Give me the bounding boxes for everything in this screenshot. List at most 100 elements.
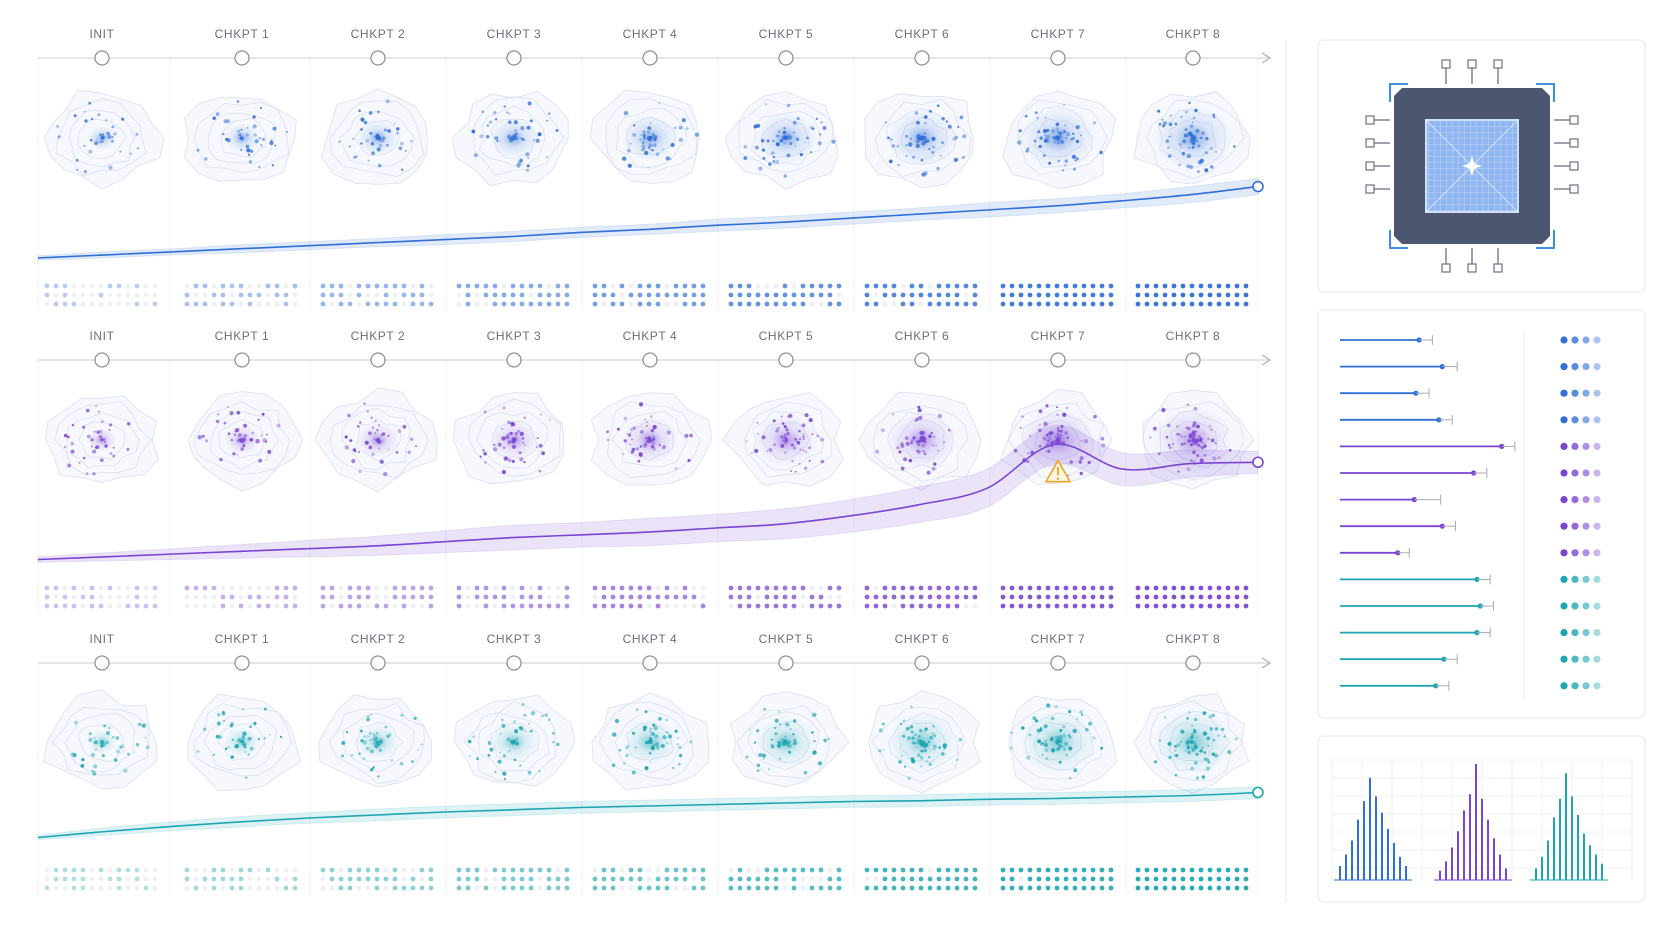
activation-dot [329, 292, 335, 298]
embedding-point [527, 770, 532, 775]
checkpoint-marker[interactable] [778, 352, 794, 368]
embedding-point [363, 402, 366, 405]
checkpoint-marker[interactable] [778, 655, 794, 671]
checkpoint-label: INIT [89, 632, 114, 646]
checkpoint-marker[interactable] [506, 352, 522, 368]
embedding-point [499, 732, 502, 735]
embedding-point [258, 136, 262, 140]
embedding-point [614, 718, 620, 724]
embedding-point [802, 449, 805, 452]
activation-dot [89, 585, 95, 591]
activation-dot [972, 867, 978, 873]
checkpoint-marker[interactable] [370, 352, 386, 368]
activation-dot [1162, 876, 1168, 882]
embedding-point [648, 438, 652, 442]
activation-dot [44, 594, 50, 600]
embedding-point [352, 137, 355, 140]
checkpoint-marker[interactable] [1185, 352, 1201, 368]
embedding-point [374, 431, 377, 435]
activation-dot [53, 603, 59, 609]
embedding-point [1065, 753, 1069, 757]
activation-dot [53, 585, 59, 591]
embedding-point [366, 410, 369, 413]
activation-dot [1234, 885, 1240, 891]
embedding-point [1202, 731, 1208, 736]
embedding-point [915, 143, 920, 148]
warning-icon[interactable] [1045, 459, 1071, 483]
rank-dot [1593, 416, 1601, 424]
embedding-point [1185, 426, 1188, 429]
checkpoint-marker[interactable] [234, 50, 250, 66]
checkpoint-marker[interactable] [1050, 352, 1066, 368]
activation-dot [519, 283, 525, 289]
activation-dot [1000, 283, 1006, 289]
checkpoint-marker[interactable] [642, 352, 658, 368]
embedding-point [376, 439, 381, 443]
activation-dot [1189, 876, 1195, 882]
checkpoint-marker[interactable] [370, 50, 386, 66]
embedding-point [643, 136, 646, 139]
embedding-point [111, 125, 115, 129]
activation-dot [918, 594, 924, 600]
embedding-point [410, 139, 413, 143]
checkpoint-marker[interactable] [370, 655, 386, 671]
embedding-point [1159, 739, 1162, 742]
checkpoint-marker[interactable] [642, 50, 658, 66]
activation-dot [247, 585, 253, 591]
embedding-point [658, 716, 662, 721]
embedding-point [805, 450, 808, 453]
activation-dot [564, 283, 570, 289]
checkpoint-marker[interactable] [914, 352, 930, 368]
embedding-point [780, 443, 785, 448]
metric-endpoint[interactable] [1252, 180, 1264, 193]
embedding-point [521, 437, 525, 440]
activation-dot [474, 603, 480, 609]
checkpoint-marker[interactable] [642, 655, 658, 671]
checkpoint-marker[interactable] [94, 352, 110, 368]
embedding-point [230, 755, 234, 759]
checkpoint-marker[interactable] [506, 50, 522, 66]
checkpoint-marker[interactable] [94, 50, 110, 66]
embedding-point [917, 136, 922, 141]
embedding-point [1054, 705, 1058, 709]
checkpoint-marker[interactable] [1050, 50, 1066, 66]
embedding-point [387, 129, 391, 133]
checkpoint-marker[interactable] [234, 655, 250, 671]
embedding-point [781, 738, 785, 742]
activation-dot [229, 876, 235, 882]
embedding-point [353, 155, 357, 159]
checkpoint-marker[interactable] [1050, 655, 1066, 671]
embedding-point [286, 130, 288, 133]
activation-dot [492, 885, 498, 891]
activation-dot [1207, 603, 1213, 609]
activation-dot [963, 283, 969, 289]
activation-dot [338, 885, 344, 891]
embedding-point [900, 723, 903, 726]
checkpoint-marker[interactable] [1185, 655, 1201, 671]
metric-endpoint[interactable] [1252, 456, 1264, 469]
checkpoint-marker[interactable] [506, 655, 522, 671]
activation-dot [338, 301, 344, 307]
metric-endpoint[interactable] [1252, 786, 1264, 799]
embedding-point [1046, 134, 1051, 139]
embedding-point [1062, 734, 1066, 738]
embedding-point [373, 438, 376, 441]
rank-dot [1593, 363, 1601, 371]
activation-dot [746, 867, 752, 873]
activation-dot [528, 283, 534, 289]
embedding-point [526, 125, 531, 130]
checkpoint-marker[interactable] [914, 50, 930, 66]
activation-dot [483, 876, 489, 882]
activation-dot [873, 885, 879, 891]
embedding-point [348, 145, 351, 148]
embedding-point [756, 729, 760, 733]
bar-panel [1317, 309, 1646, 719]
checkpoint-marker[interactable] [94, 655, 110, 671]
embedding-point [903, 457, 908, 462]
embedding-point [1223, 735, 1226, 738]
checkpoint-marker[interactable] [914, 655, 930, 671]
checkpoint-marker[interactable] [778, 50, 794, 66]
embedding-point [548, 112, 551, 115]
checkpoint-marker[interactable] [234, 352, 250, 368]
checkpoint-marker[interactable] [1185, 50, 1201, 66]
